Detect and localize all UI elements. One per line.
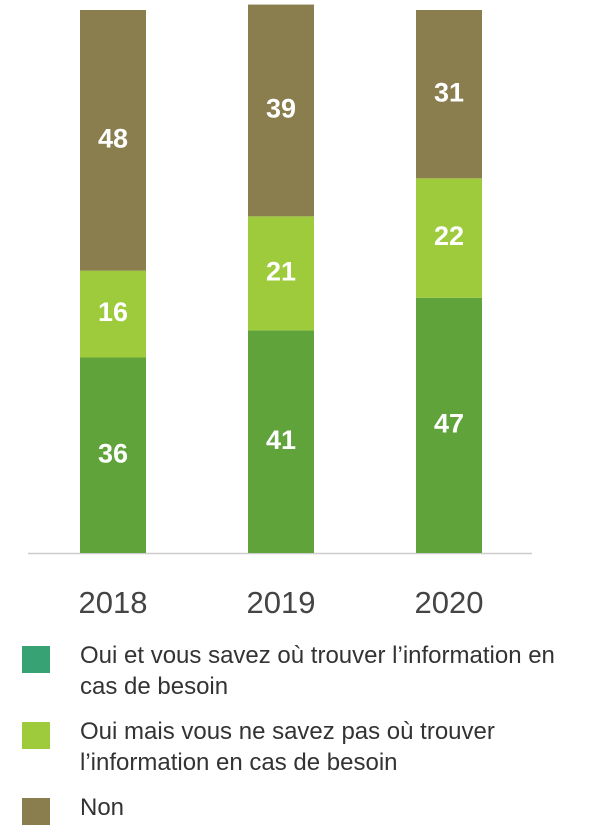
x-tick-label: 2018 <box>79 585 148 620</box>
legend-item: Oui mais vous ne savez pas où trouver l’… <box>22 716 602 778</box>
data-label: 21 <box>266 256 296 286</box>
data-label: 22 <box>434 221 464 251</box>
legend-item: Non <box>22 792 602 825</box>
bar-segment <box>248 216 314 331</box>
data-label: 41 <box>266 425 296 455</box>
bar-segment <box>416 10 482 179</box>
legend-item: Oui et vous savez où trouver l’informati… <box>22 640 602 702</box>
bar-segment <box>416 297 482 553</box>
bar-segment <box>416 178 482 298</box>
bar-segment <box>248 330 314 553</box>
data-label: 31 <box>434 77 464 107</box>
bar-segment <box>80 10 146 271</box>
legend-swatch <box>22 798 50 825</box>
x-tick-label: 2019 <box>247 585 316 620</box>
data-label: 36 <box>98 438 128 468</box>
data-label: 16 <box>98 297 128 327</box>
bar-segment <box>248 4 314 217</box>
legend: Oui et vous savez où trouver l’informati… <box>22 640 602 830</box>
data-label: 48 <box>98 123 128 153</box>
bar-segment <box>80 357 146 553</box>
legend-label: Oui mais vous ne savez pas où trouver l’… <box>80 718 495 776</box>
legend-label: Oui et vous savez où trouver l’informati… <box>80 642 555 700</box>
legend-label: Non <box>80 794 125 821</box>
x-tick-label: 2020 <box>415 585 484 620</box>
data-label: 47 <box>434 409 464 439</box>
legend-swatch <box>22 722 50 749</box>
legend-swatch <box>22 646 50 673</box>
data-label: 39 <box>266 94 296 124</box>
bar-segment <box>80 270 146 358</box>
